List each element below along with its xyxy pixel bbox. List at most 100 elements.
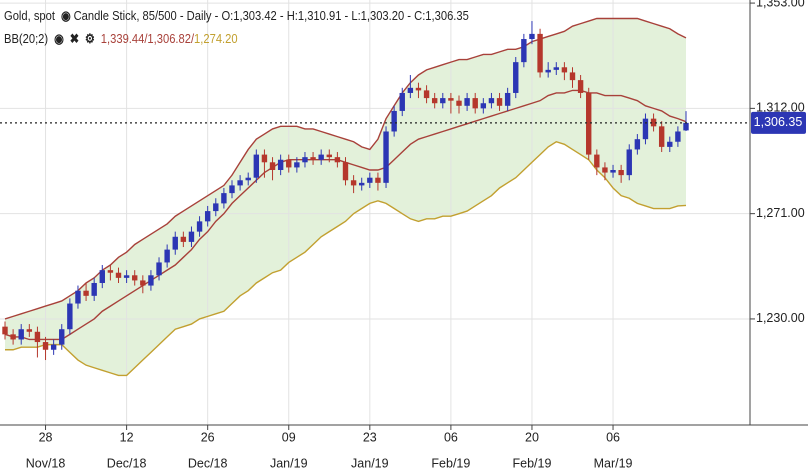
y-tick-label: 1,312.00 [756, 101, 805, 115]
candle-body [658, 126, 665, 147]
eye-icon[interactable]: ◉ [54, 31, 64, 46]
candle-body [594, 154, 600, 168]
candle-body [415, 87, 422, 91]
candle-body [423, 90, 430, 99]
candle-body [50, 344, 57, 350]
candle-body [602, 167, 608, 173]
candle-body [464, 98, 470, 106]
eye-icon[interactable]: ◉ [60, 8, 71, 23]
candle-body [132, 275, 138, 281]
candle-body [569, 72, 576, 81]
candle-body [350, 180, 357, 186]
x-tick-label: 26 [201, 430, 215, 444]
candle-body [10, 334, 16, 340]
candle-body [334, 157, 341, 163]
candle-body [196, 221, 203, 232]
indicator-row: BB(20;2) ◉ ✖ ⚙ 1,339.44/1,306.82/1,274.20 [4, 27, 469, 50]
x-tick-label: Jan/19 [270, 456, 308, 470]
candle-body [431, 98, 438, 104]
candle-body [180, 236, 187, 242]
indicator-value: 1,306.82/ [147, 31, 195, 46]
last-price-box [751, 111, 806, 134]
x-tick-label: Jan/19 [351, 456, 389, 470]
candle-body [318, 154, 324, 160]
candle-body [521, 39, 527, 63]
x-tick-label: 06 [606, 430, 620, 444]
candle-body [294, 162, 300, 168]
y-axis-bg [750, 0, 808, 476]
candle-body [577, 80, 584, 93]
candle-body [245, 177, 251, 181]
candle-body [359, 182, 365, 186]
candle-body [75, 290, 81, 304]
candle-body [626, 149, 632, 176]
x-tick-label: 20 [525, 430, 539, 444]
candle-body [367, 177, 373, 183]
candle-body [553, 67, 559, 70]
candle-body [115, 272, 122, 278]
candle-body [399, 92, 405, 111]
candle-body [221, 193, 227, 204]
candle-body [148, 275, 154, 286]
candle-body [488, 98, 495, 104]
candle-body [448, 98, 454, 101]
x-tick-label: Feb/19 [431, 456, 470, 470]
candle-body [286, 159, 292, 168]
candle-body [229, 185, 235, 194]
candle-body [667, 141, 673, 147]
candle-body [472, 98, 478, 109]
candle-body [610, 170, 616, 173]
candle-body [496, 98, 503, 106]
bollinger-band [5, 140, 687, 377]
candle-body [107, 270, 114, 273]
candle-body [277, 159, 284, 170]
candle-body [91, 282, 97, 296]
candle-body [172, 236, 178, 250]
candle-body [650, 118, 657, 127]
chart-header: Gold, spot ◉ Candle Stick, 85/500 - Daily… [4, 4, 469, 50]
candle-body [269, 162, 276, 170]
candle-body [440, 98, 446, 104]
x-tick-label: Dec/18 [188, 456, 228, 470]
candle-body [407, 87, 414, 93]
header-row: Gold, spot ◉ Candle Stick, 85/500 - Daily… [4, 4, 469, 27]
y-tick-label: 1,230.00 [756, 311, 805, 325]
x-tick-label: 06 [444, 430, 458, 444]
candle-body [59, 329, 65, 345]
candle-body [42, 342, 49, 350]
candle-body [34, 331, 41, 343]
candle-body [513, 62, 519, 93]
remove-icon[interactable]: ✖ [69, 31, 80, 46]
x-tick-label: Dec/18 [107, 456, 147, 470]
candle-body [302, 157, 308, 163]
candle-body [683, 122, 689, 131]
indicator-value: 1,339.44/ [100, 31, 148, 46]
candle-body [26, 329, 33, 332]
candle-body [156, 262, 162, 276]
candle-body [140, 280, 146, 286]
x-axis-bg [0, 425, 750, 476]
y-tick-label: 1,271.00 [756, 206, 805, 220]
candle-body [618, 170, 624, 176]
x-tick-label: 09 [282, 430, 296, 444]
candle-body [253, 154, 260, 178]
settings-icon[interactable]: ⚙ [84, 31, 95, 46]
candle-body [480, 103, 487, 109]
candle-body [383, 131, 389, 183]
candle-body [529, 33, 535, 40]
candle-body [188, 231, 195, 242]
x-tick-label: Mar/19 [594, 456, 633, 470]
indicator-name: BB(20;2) [4, 31, 49, 46]
candle-body [237, 180, 243, 186]
chart-title: Gold, spot [4, 8, 55, 23]
candle-body [391, 110, 397, 132]
x-tick-label: 12 [120, 430, 134, 444]
x-tick-label: 28 [39, 430, 53, 444]
chart-subtitle: Candle Stick, 85/500 - Daily - O:1,303.4… [73, 8, 469, 23]
bollinger-band [4, 17, 687, 320]
candle-body [261, 154, 268, 163]
indicator-values: 1,339.44/1,306.82/1,274.20 [101, 31, 238, 46]
candle-body [310, 157, 316, 160]
